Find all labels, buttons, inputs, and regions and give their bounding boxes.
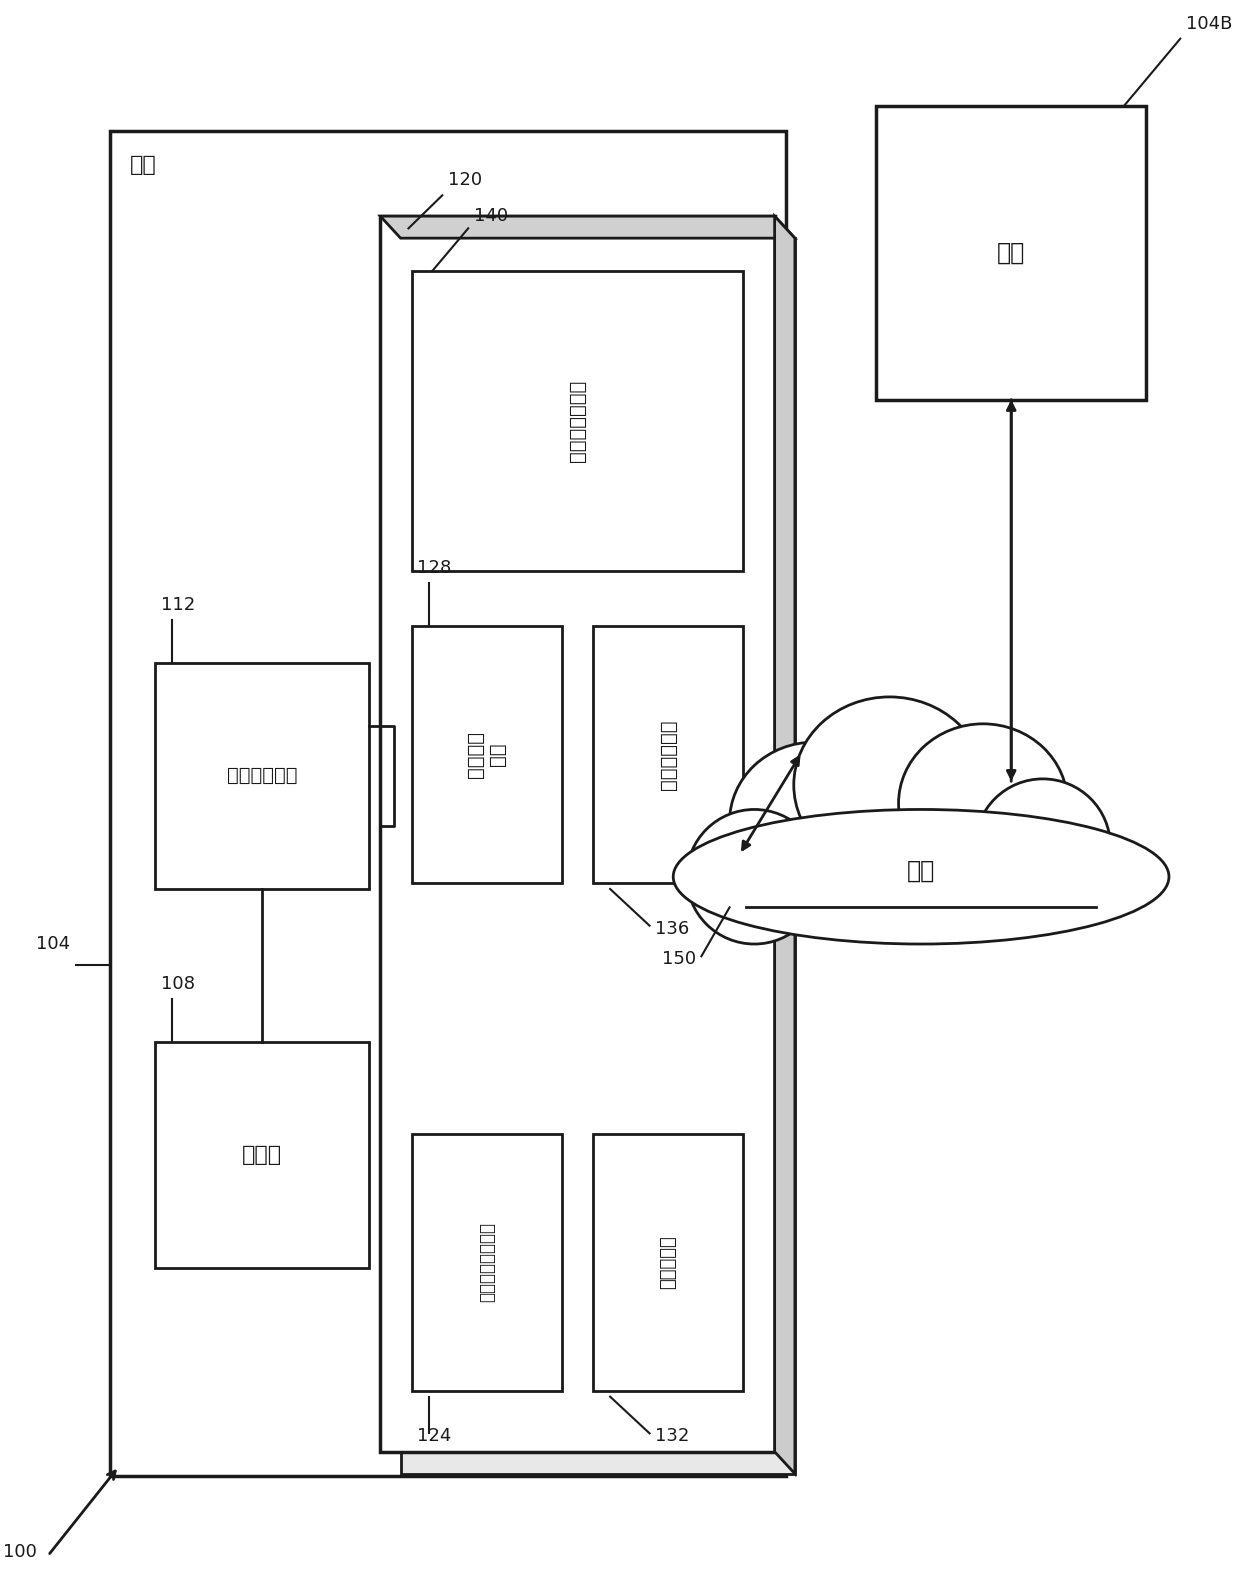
Bar (593, 1134, 743, 1391)
Bar (875, 106, 1147, 400)
Ellipse shape (729, 741, 899, 901)
Bar (412, 626, 562, 882)
Text: 108: 108 (161, 975, 195, 993)
Ellipse shape (794, 697, 986, 873)
Text: 处理器: 处理器 (242, 1145, 281, 1165)
Text: 140: 140 (474, 207, 508, 225)
Bar (593, 626, 743, 882)
Text: 128: 128 (418, 560, 451, 577)
Ellipse shape (687, 809, 822, 944)
Ellipse shape (673, 809, 1169, 944)
Ellipse shape (687, 809, 822, 944)
Text: 104: 104 (36, 934, 71, 953)
Text: 100: 100 (2, 1543, 37, 1562)
Ellipse shape (899, 724, 1068, 882)
Bar (381, 217, 775, 1451)
Text: 132: 132 (655, 1428, 689, 1445)
Text: 150: 150 (662, 950, 696, 968)
Bar (155, 662, 370, 889)
Text: 内积结果的共享: 内积结果的共享 (568, 379, 587, 462)
Ellipse shape (673, 809, 1169, 944)
Text: 112: 112 (161, 596, 195, 613)
Polygon shape (381, 217, 795, 239)
Text: 所存储的程序指令: 所存储的程序指令 (477, 1222, 496, 1303)
Text: 网络: 网络 (906, 858, 935, 882)
Ellipse shape (975, 779, 1110, 914)
Bar (110, 131, 786, 1477)
Text: 节点: 节点 (130, 155, 157, 175)
Text: 密码密钒数据: 密码密钒数据 (658, 719, 678, 789)
Polygon shape (746, 840, 1096, 907)
Bar (412, 1134, 562, 1391)
Bar (155, 1042, 370, 1268)
Ellipse shape (975, 779, 1110, 914)
Text: 104B: 104B (1185, 14, 1233, 33)
Polygon shape (775, 217, 795, 1473)
Bar (401, 239, 795, 1473)
Ellipse shape (794, 697, 986, 873)
Text: 私有明文
数据: 私有明文 数据 (466, 730, 507, 778)
Text: 124: 124 (418, 1428, 451, 1445)
Text: 节点: 节点 (997, 240, 1025, 266)
Text: 120: 120 (448, 171, 482, 190)
Ellipse shape (729, 741, 899, 901)
Text: 値共享数据: 値共享数据 (660, 1235, 677, 1289)
Ellipse shape (899, 724, 1068, 882)
Text: 136: 136 (655, 920, 689, 938)
Text: 网络接口设备: 网络接口设备 (227, 767, 298, 786)
Bar (412, 272, 743, 571)
